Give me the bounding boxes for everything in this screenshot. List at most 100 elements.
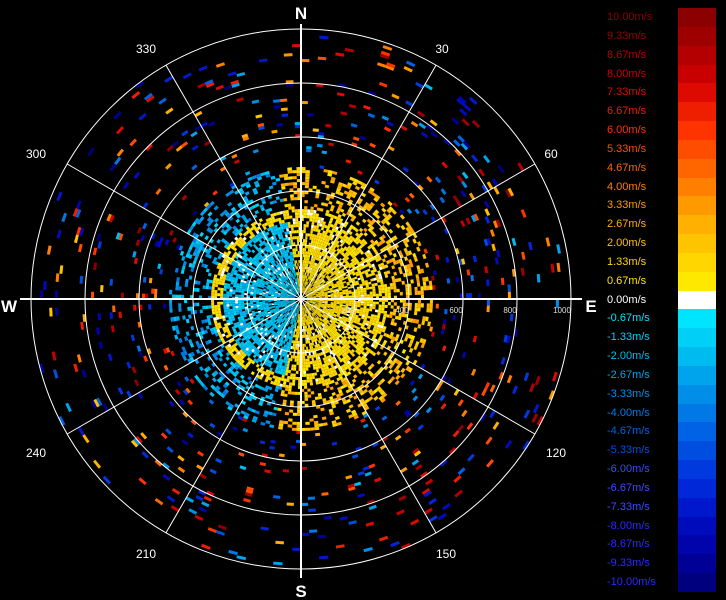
echo-bin	[329, 217, 334, 222]
echo-bin	[237, 202, 243, 207]
echo-bin	[369, 142, 376, 148]
echo-bin	[182, 315, 186, 320]
echo-bin	[314, 426, 320, 431]
echo-bin	[220, 293, 224, 297]
echo-bin	[341, 381, 347, 386]
echo-bin	[312, 312, 316, 316]
echo-bin	[309, 376, 313, 380]
echo-bin	[363, 413, 369, 419]
echo-bin	[199, 473, 207, 480]
echo-bin	[256, 289, 260, 292]
echo-bin	[169, 303, 173, 309]
echo-bin	[233, 284, 237, 288]
echo-bin	[391, 275, 395, 280]
echo-bin	[305, 293, 309, 296]
echo-bin	[370, 343, 375, 348]
echo-bin	[328, 264, 332, 268]
echo-bin	[314, 338, 317, 342]
echo-bin	[289, 327, 292, 331]
echo-bin	[440, 188, 447, 195]
echo-bin	[304, 248, 307, 252]
echo-bin	[283, 300, 287, 302]
echo-bin	[383, 313, 387, 318]
echo-bin	[333, 300, 337, 302]
echo-bin	[207, 339, 212, 344]
echo-bin	[372, 293, 376, 297]
echo-bin	[246, 281, 250, 285]
echo-bin	[348, 300, 352, 303]
echo-bin	[78, 227, 85, 237]
echo-bin	[258, 354, 263, 359]
echo-bin	[130, 439, 139, 448]
echo-bin	[308, 188, 313, 192]
echo-bin	[366, 301, 370, 304]
echo-bin	[307, 305, 310, 308]
echo-bin	[260, 386, 265, 391]
echo-bin	[367, 90, 376, 96]
echo-bin	[269, 424, 275, 429]
echo-bin	[345, 305, 349, 308]
echo-bin	[378, 290, 382, 294]
echo-bin	[327, 276, 331, 280]
echo-bin	[306, 306, 309, 309]
echo-bin	[280, 358, 284, 363]
echo-bin	[259, 440, 266, 445]
echo-bin	[253, 306, 257, 309]
echo-bin	[248, 341, 252, 346]
echo-bin	[271, 317, 275, 321]
echo-bin	[269, 367, 273, 372]
echo-bin	[305, 285, 308, 289]
echo-bin	[257, 338, 262, 343]
echo-bin	[274, 296, 278, 298]
echo-bin	[283, 313, 286, 316]
echo-bin	[301, 182, 306, 186]
echo-bin	[347, 286, 351, 289]
echo-bin	[311, 255, 314, 259]
echo-bin	[283, 295, 287, 297]
echo-bin	[236, 229, 241, 235]
echo-bin	[253, 295, 257, 298]
echo-bin	[271, 293, 275, 296]
echo-bin	[335, 226, 339, 231]
echo-bin	[337, 266, 342, 270]
echo-bin	[327, 380, 332, 385]
echo-bin	[359, 339, 364, 344]
echo-bin	[329, 411, 335, 416]
echo-bin	[307, 312, 309, 316]
echo-bin	[308, 318, 311, 322]
echo-bin	[332, 369, 337, 373]
echo-bin	[352, 250, 357, 255]
echo-bin	[310, 239, 314, 244]
echo-bin	[262, 357, 267, 362]
echo-bin	[359, 309, 363, 313]
echo-bin	[185, 387, 191, 394]
echo-bin	[364, 251, 369, 256]
echo-bin	[241, 256, 246, 261]
echo-bin	[243, 248, 248, 253]
echo-bin	[354, 330, 359, 334]
echo-bin	[200, 121, 208, 128]
echo-bin	[320, 306, 324, 308]
echo-bin	[315, 296, 319, 298]
echo-bin	[234, 255, 239, 260]
echo-bin	[226, 309, 231, 312]
echo-bin	[236, 363, 241, 369]
echo-bin	[444, 309, 448, 315]
echo-bin	[303, 334, 306, 338]
echo-bin	[261, 312, 265, 315]
echo-bin	[248, 309, 252, 313]
echo-bin	[457, 399, 464, 407]
echo-bin	[320, 290, 324, 292]
echo-bin	[351, 215, 357, 220]
echo-bin	[306, 296, 310, 298]
echo-bin	[309, 236, 312, 240]
echo-bin	[347, 263, 351, 268]
echo-bin	[176, 381, 183, 388]
echo-bin	[268, 266, 272, 270]
echo-bin	[286, 329, 289, 333]
echo-bin	[356, 310, 360, 314]
echo-bin	[279, 258, 283, 262]
echo-bin	[212, 260, 216, 265]
echo-bin	[279, 371, 283, 375]
echo-bin	[244, 287, 249, 290]
